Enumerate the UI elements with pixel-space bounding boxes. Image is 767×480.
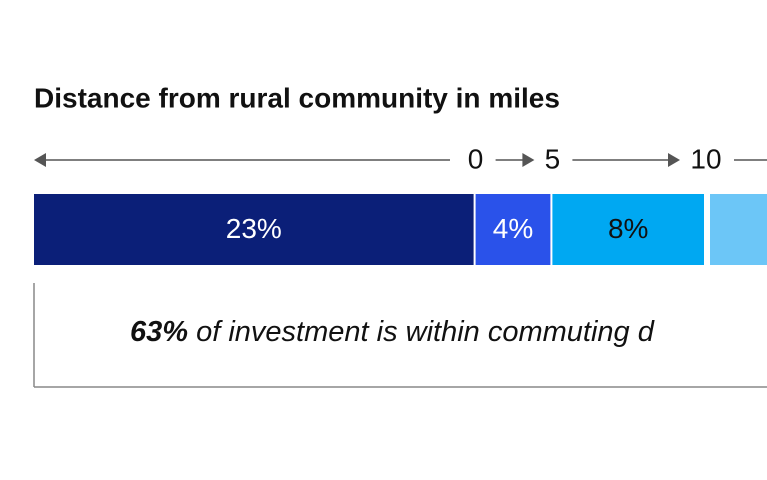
arrow-head xyxy=(668,153,680,167)
distance-tick-label: 10 xyxy=(690,143,721,174)
distance-tick-label: 5 xyxy=(545,143,561,174)
annotation: 63% of investment is within commuting d xyxy=(130,316,655,348)
arrow-head xyxy=(522,153,535,167)
chart-title: Distance from rural community in miles xyxy=(34,82,560,113)
value-label: 8% xyxy=(608,213,648,244)
value-label: 23% xyxy=(226,213,282,244)
arrow-head xyxy=(34,153,46,167)
cropped-segment xyxy=(710,194,767,265)
annotation-bold: 63% xyxy=(130,316,188,348)
value-label: 4% xyxy=(493,213,533,244)
bar-segment xyxy=(475,194,551,265)
bar-segment xyxy=(34,194,474,265)
bar-segment xyxy=(552,194,704,265)
distance-tick-label: 0 xyxy=(468,143,484,174)
annotation-text: of investment is within commuting d xyxy=(196,316,655,348)
